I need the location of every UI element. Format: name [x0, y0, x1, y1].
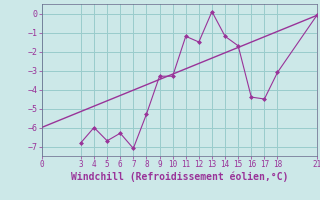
X-axis label: Windchill (Refroidissement éolien,°C): Windchill (Refroidissement éolien,°C): [70, 172, 288, 182]
